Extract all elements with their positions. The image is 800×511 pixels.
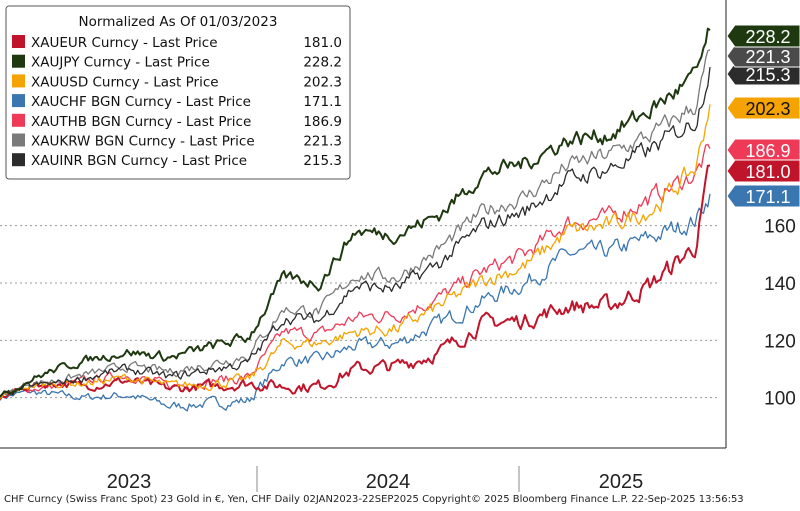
legend-swatch — [12, 153, 25, 167]
legend: Normalized As Of 01/03/2023 XAUEUR Curncy… — [5, 5, 351, 180]
y-tick-label: 100 — [764, 389, 796, 410]
last-value-label: 186.9 — [745, 141, 790, 161]
legend-swatch — [12, 54, 25, 68]
legend-swatch — [12, 113, 25, 127]
last-value-label: 228.2 — [745, 27, 790, 47]
legend-value: 221.3 — [303, 134, 342, 150]
chart-title: Normalized As Of 01/03/2023 — [79, 14, 278, 30]
last-value-label: 215.3 — [745, 65, 790, 85]
legend-value: 186.9 — [303, 114, 342, 130]
legend-swatch — [12, 133, 25, 147]
series-line-5 — [0, 49, 711, 396]
legend-entry: XAUINR BGN Curncy - Last Price — [31, 153, 247, 169]
legend-entry: XAUUSD Curncy - Last Price — [31, 74, 219, 90]
y-tick-label: 140 — [764, 274, 796, 295]
last-value-tag — [726, 184, 800, 208]
legend-value: 215.3 — [303, 153, 342, 169]
last-value-label: 221.3 — [745, 47, 790, 67]
series-line-0 — [0, 164, 711, 401]
y-tick-label: 160 — [764, 217, 796, 238]
legend-entry: XAUCHF BGN Curncy - Last Price — [31, 94, 251, 110]
legend-entry: XAUTHB BGN Curncy - Last Price — [31, 114, 251, 130]
series-line-3 — [0, 193, 711, 412]
series-line-2 — [0, 104, 711, 400]
y-tick-label: 120 — [764, 331, 796, 352]
legend-value: 228.2 — [303, 55, 342, 71]
legend-entry: XAUKRW BGN Curncy - Last Price — [31, 134, 255, 150]
legend-value: 181.0 — [303, 35, 342, 51]
last-value-label: 171.1 — [745, 187, 790, 207]
series-line-6 — [0, 67, 711, 397]
line-chart: 100 120 140 160 2023 2024 2025 Normalized As O… — [0, 0, 800, 492]
legend-entry: XAUJPY Curncy - Last Price — [31, 55, 210, 71]
x-tick-label: 2024 — [366, 471, 411, 492]
last-value-label: 202.3 — [745, 99, 790, 119]
last-value-tag — [726, 138, 800, 162]
series-line-1 — [0, 27, 711, 398]
chart-footer: CHF Curncy (Swiss Franc Spot) 23 Gold in… — [4, 494, 744, 505]
legend-box — [5, 5, 351, 180]
last-value-tag — [726, 159, 800, 183]
legend-value: 202.3 — [303, 74, 342, 90]
last-value-tag — [726, 44, 800, 68]
legend-entry: XAUEUR Curncy - Last Price — [31, 35, 218, 51]
last-value-label: 181.0 — [745, 162, 790, 182]
last-value-tag — [726, 96, 800, 120]
series-layer — [0, 27, 711, 412]
legend-value: 171.1 — [303, 94, 342, 110]
x-tick-label: 2023 — [107, 471, 152, 492]
x-tick-label: 2025 — [599, 471, 644, 492]
last-value-tag — [726, 24, 800, 48]
axis-layer: 100 120 140 160 2023 2024 2025 — [0, 0, 796, 492]
legend-swatch — [12, 35, 25, 48]
legend-swatch — [12, 94, 25, 108]
legend-swatch — [12, 74, 25, 88]
